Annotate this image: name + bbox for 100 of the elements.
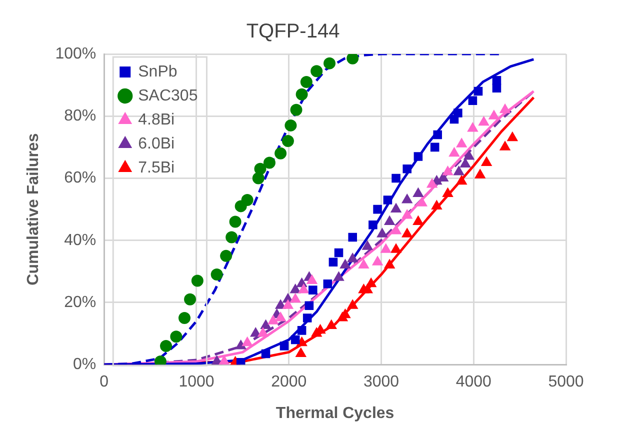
point (481, 156, 492, 166)
point (178, 312, 190, 324)
y-tick-label: 80% (64, 108, 96, 125)
point (290, 335, 300, 344)
point (464, 150, 474, 160)
point (412, 188, 424, 198)
y-tick-label: 40% (64, 232, 96, 249)
point (300, 76, 312, 88)
point (384, 216, 395, 225)
point (210, 268, 223, 281)
point (390, 203, 402, 213)
point (326, 320, 337, 330)
point (154, 355, 166, 365)
point (383, 196, 392, 204)
point (507, 132, 518, 142)
point (236, 358, 246, 365)
point (323, 279, 332, 288)
point (290, 293, 301, 303)
point (242, 336, 253, 346)
point (358, 259, 369, 268)
point (328, 258, 338, 266)
point (296, 88, 308, 100)
point (274, 147, 287, 160)
point (456, 175, 467, 185)
point (241, 194, 254, 206)
point (362, 240, 373, 250)
point (282, 300, 294, 309)
x-tick-label: 1000 (178, 374, 214, 391)
x-tick-label: 2000 (271, 374, 307, 391)
point (191, 274, 204, 287)
point (347, 300, 358, 309)
point (290, 284, 301, 294)
point (298, 284, 309, 294)
point (426, 178, 438, 188)
point (430, 142, 440, 152)
x-tick-label: 0 (100, 374, 109, 391)
point (384, 259, 395, 268)
point (308, 286, 318, 294)
point (376, 228, 388, 238)
point (280, 342, 289, 350)
point (478, 116, 490, 126)
point (454, 108, 462, 118)
chart-title: TQFP-144 (246, 20, 340, 43)
point (296, 336, 308, 346)
point (226, 231, 238, 244)
point (229, 216, 242, 228)
point (373, 204, 382, 214)
point (468, 96, 478, 105)
point (220, 250, 232, 262)
point (304, 301, 314, 310)
point (500, 104, 510, 114)
point (260, 320, 272, 330)
point (414, 152, 423, 161)
point (390, 244, 402, 253)
point (184, 293, 196, 306)
point (372, 256, 383, 266)
point (467, 122, 478, 132)
legend-label: 7.5Bi (138, 159, 175, 176)
x-tick-label: 3000 (363, 374, 400, 391)
point (456, 138, 467, 148)
point (275, 312, 286, 322)
point (236, 340, 246, 350)
point (402, 194, 412, 204)
point (368, 220, 378, 230)
point (474, 86, 483, 96)
point (302, 314, 312, 322)
point (442, 188, 454, 198)
point (390, 225, 402, 234)
point (392, 174, 400, 183)
point (474, 169, 486, 178)
point (250, 328, 261, 337)
point (333, 272, 344, 281)
point (334, 248, 344, 258)
point (282, 134, 294, 147)
y-tick-label: 0% (72, 356, 96, 374)
point (492, 84, 502, 93)
point (284, 119, 297, 132)
point (488, 110, 500, 120)
y-tick-label: 100% (55, 45, 96, 62)
point (297, 326, 306, 335)
x-tick-label: 5000 (548, 374, 584, 391)
point (348, 232, 357, 242)
point (324, 57, 336, 70)
x-tick-label: 4000 (456, 374, 492, 391)
point (416, 197, 428, 206)
point (263, 156, 276, 169)
point (268, 315, 278, 324)
legend-label: 4.8Bi (138, 111, 175, 128)
point (402, 164, 412, 174)
legend-label: 6.0Bi (138, 135, 175, 152)
point (275, 300, 286, 309)
point (346, 54, 359, 64)
legend-label: SnPb (138, 63, 178, 80)
point (500, 141, 510, 150)
point (442, 166, 454, 176)
point (347, 252, 358, 262)
point (340, 259, 350, 268)
point (460, 158, 471, 168)
point (258, 328, 268, 337)
point (290, 104, 302, 116)
